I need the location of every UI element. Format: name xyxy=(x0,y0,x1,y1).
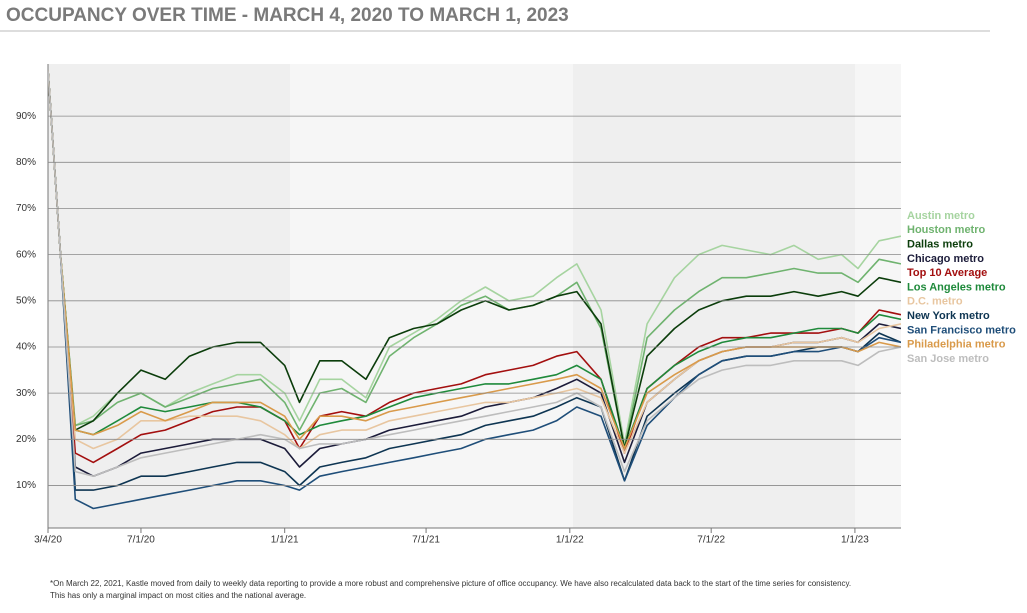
x-tick-label: 1/1/22 xyxy=(556,535,584,546)
y-tick-label: 50% xyxy=(16,295,36,306)
y-tick-label: 20% xyxy=(16,434,36,445)
legend-label: Austin metro xyxy=(907,210,975,222)
x-tick-label: 1/1/21 xyxy=(271,535,299,546)
legend-label: San Francisco metro xyxy=(907,324,1016,336)
chart-title: OCCUPANCY OVER TIME - MARCH 4, 2020 TO M… xyxy=(6,5,569,26)
legend-label: New York metro xyxy=(907,310,990,322)
legend-label: Philadelphia metro xyxy=(907,339,1006,351)
y-tick-label: 70% xyxy=(16,203,36,214)
plot-band xyxy=(290,64,573,528)
series-line xyxy=(48,69,901,510)
legend-label: D.C. metro xyxy=(907,296,963,308)
series-line xyxy=(48,69,901,450)
y-tick-label: 40% xyxy=(16,342,36,353)
x-tick-label: 7/1/22 xyxy=(697,535,725,546)
footnote: This has only a marginal impact on most … xyxy=(50,591,306,600)
footnote: *On March 22, 2021, Kastle moved from da… xyxy=(50,579,851,588)
plot-band xyxy=(855,64,901,528)
y-tick-label: 30% xyxy=(16,388,36,399)
series-line xyxy=(48,69,901,450)
x-tick-label: 7/1/21 xyxy=(412,535,440,546)
series-line xyxy=(48,69,901,477)
legend-label: Houston metro xyxy=(907,224,986,236)
series-line xyxy=(48,69,901,464)
x-tick-label: 7/1/20 xyxy=(127,535,155,546)
y-tick-label: 60% xyxy=(16,249,36,260)
legend-label: Dallas metro xyxy=(907,239,973,251)
y-tick-label: 80% xyxy=(16,157,36,168)
legend-label: San Jose metro xyxy=(907,353,989,365)
legend-label: Los Angeles metro xyxy=(907,281,1006,293)
legend-label: Top 10 Average xyxy=(907,267,987,279)
x-tick-label: 1/1/23 xyxy=(841,535,869,546)
legend-label: Chicago metro xyxy=(907,253,984,265)
series-line xyxy=(48,69,901,450)
y-tick-label: 90% xyxy=(16,111,36,122)
x-tick-label: 3/4/20 xyxy=(34,535,62,546)
y-tick-label: 10% xyxy=(16,480,36,491)
